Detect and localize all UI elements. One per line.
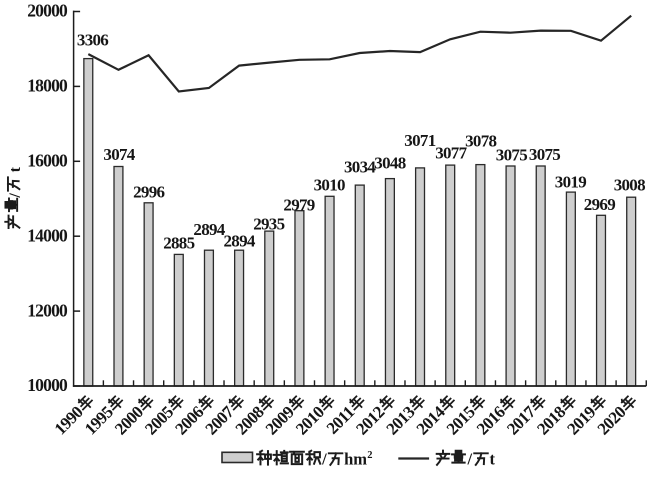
svg-text:2979: 2979 <box>283 196 314 215</box>
svg-text:16000: 16000 <box>27 151 68 171</box>
svg-text:hm: hm <box>344 450 367 469</box>
svg-text:/: / <box>467 450 473 469</box>
svg-text:3306: 3306 <box>77 30 108 49</box>
svg-text:10000: 10000 <box>27 375 68 395</box>
svg-text:t: t <box>7 166 24 172</box>
svg-text:3078: 3078 <box>465 132 496 151</box>
svg-text:3034: 3034 <box>344 157 376 176</box>
svg-text:3075: 3075 <box>496 146 527 165</box>
svg-text:3071: 3071 <box>404 131 435 150</box>
svg-text:3077: 3077 <box>435 144 467 163</box>
svg-text:3075: 3075 <box>529 145 560 164</box>
svg-text:3008: 3008 <box>614 176 645 195</box>
svg-text:18000: 18000 <box>27 76 68 96</box>
svg-text:2996: 2996 <box>133 183 164 202</box>
svg-text:2894: 2894 <box>193 220 225 239</box>
svg-text:12000: 12000 <box>27 300 68 320</box>
svg-text:2885: 2885 <box>163 233 194 252</box>
svg-text:3019: 3019 <box>555 173 586 192</box>
svg-text:2935: 2935 <box>253 214 284 233</box>
svg-text:t: t <box>490 450 496 469</box>
svg-text:/: / <box>321 450 327 469</box>
svg-text:2969: 2969 <box>584 195 615 214</box>
svg-text:20000: 20000 <box>27 1 68 21</box>
svg-text:3048: 3048 <box>374 154 405 173</box>
svg-text:/: / <box>7 193 24 199</box>
svg-text:3074: 3074 <box>103 145 135 164</box>
svg-text:14000: 14000 <box>27 225 68 245</box>
svg-text:2: 2 <box>367 450 372 461</box>
svg-text:3010: 3010 <box>314 175 345 194</box>
svg-text:2894: 2894 <box>223 231 255 250</box>
